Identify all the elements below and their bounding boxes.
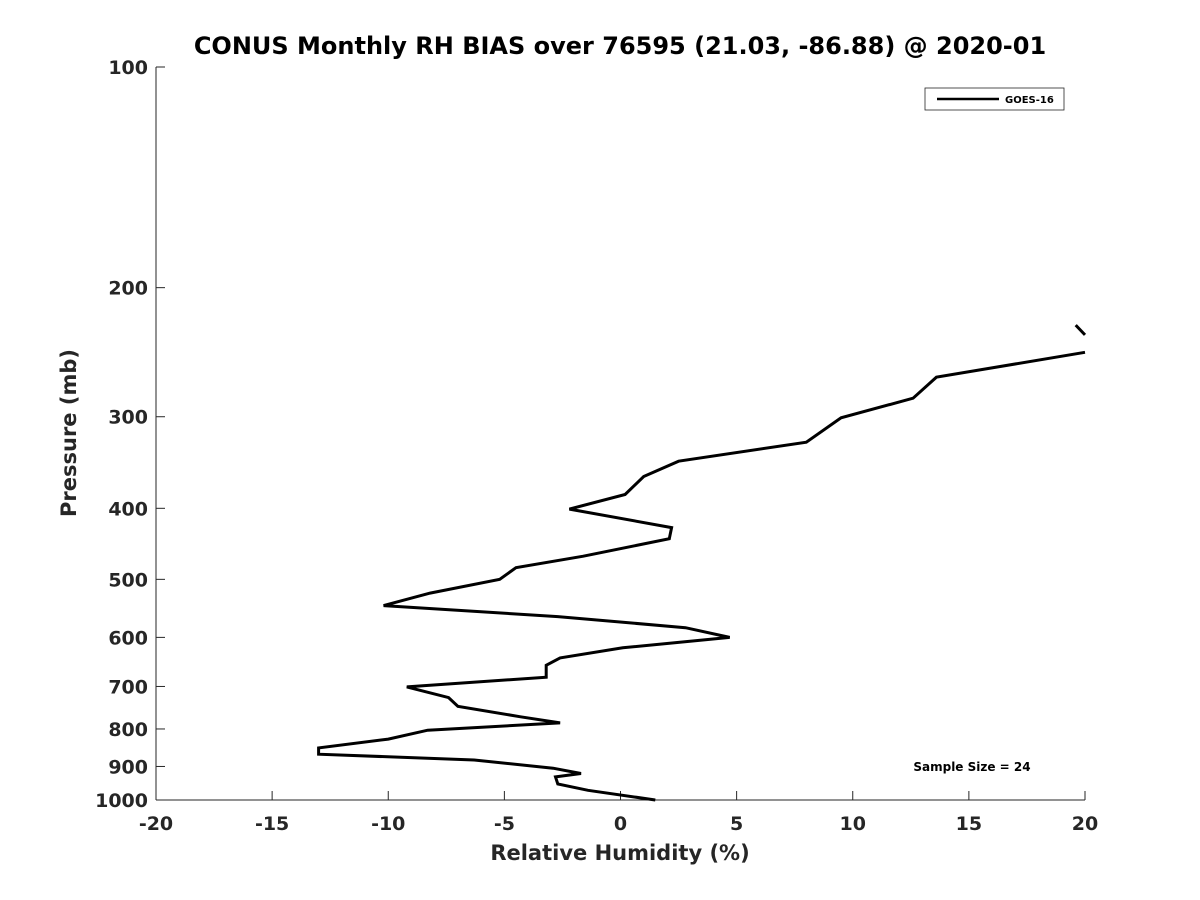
x-tick-label: -20 [139,813,173,835]
y-tick-label: 1000 [95,790,148,812]
sample-size-annotation: Sample Size = 24 [913,760,1030,774]
legend-label: GOES-16 [1005,95,1054,106]
y-tick-label: 500 [108,569,148,591]
x-tick-label: -5 [494,813,515,835]
x-tick-label: 10 [840,813,866,835]
x-tick-label: -10 [371,813,405,835]
x-tick-label: 15 [956,813,982,835]
x-tick-label: -15 [255,813,289,835]
y-tick-label: 900 [108,756,148,778]
y-tick-label: 200 [108,278,148,300]
series-line-goes-16-segment-1 [317,350,1086,802]
y-tick-label: 300 [108,407,148,429]
chart-title: CONUS Monthly RH BIAS over 76595 (21.03,… [194,32,1046,60]
series-layer [317,324,1087,802]
y-tick-label: 400 [108,498,148,520]
x-axis-label: Relative Humidity (%) [490,841,749,865]
y-ticks: 100 200 300 400 500 600 700 800 900 1000 [95,57,165,812]
y-axis-label: Pressure (mb) [57,349,81,517]
x-ticks: -20 -15 -10 -5 0 5 10 15 20 [139,791,1098,835]
y-tick-label: 700 [108,676,148,698]
legend: GOES-16 [924,87,1065,111]
series-line-goes-16-segment-0 [1074,324,1087,336]
x-tick-label: 5 [730,813,743,835]
y-tick-label: 800 [108,719,148,741]
y-tick-label: 100 [108,57,148,79]
x-tick-label: 20 [1072,813,1098,835]
y-tick-label: 600 [108,627,148,649]
x-tick-label: 0 [614,813,627,835]
